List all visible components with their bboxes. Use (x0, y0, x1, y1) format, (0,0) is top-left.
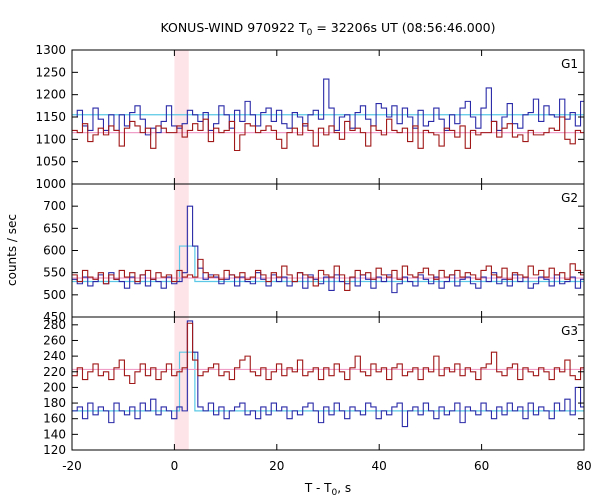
light-curve-red (72, 258, 584, 291)
panel-g2: 450 500 550 600 650 700 G2 (43, 183, 585, 324)
y-tick-label: 1200 (35, 88, 66, 102)
y-tick-label: 280 (43, 318, 66, 332)
panel-frame (71, 183, 585, 318)
y-tick-label: 1150 (35, 110, 66, 124)
y-tick-label: 600 (43, 244, 66, 258)
light-curve-blue (72, 78, 584, 136)
y-tick-label: 1000 (35, 177, 66, 191)
y-tick-label: 650 (43, 221, 66, 235)
x-tick-label: 20 (269, 459, 284, 473)
light-curve-blue (72, 205, 584, 294)
y-tick-label: 160 (43, 412, 66, 426)
x-tick-label: 80 (576, 459, 591, 473)
y-tick-label: 450 (43, 310, 66, 324)
fit-line-cyan (72, 351, 584, 412)
panel-frame (71, 316, 585, 451)
y-tick-label: 1100 (35, 132, 66, 146)
chart-title: KONUS-WIND 970922 T0 = 32206s UT (08:56:… (160, 20, 495, 38)
x-tick-label: -20 (62, 459, 82, 473)
x-axis-label: T - T0, s (304, 481, 351, 498)
light-curve-red (72, 322, 584, 385)
light-curve-panels: 1000105011001150120012501300G14505005506… (35, 43, 591, 473)
light-curve-red (72, 116, 584, 152)
y-tick-label: 200 (43, 380, 66, 394)
panel-plot-area (72, 320, 584, 428)
y-tick-label: 500 (43, 288, 66, 302)
y-tick-label: 700 (43, 199, 66, 213)
y-tick-label: 1250 (35, 65, 66, 79)
panel-label: G2 (561, 191, 578, 205)
x-tick-label: 60 (474, 459, 489, 473)
y-tick-label: 120 (43, 443, 66, 457)
panel-g1: 1000 1050 1100 1150 1200 1250 1300 G1 (35, 43, 585, 191)
y-tick-label: 140 (43, 427, 66, 441)
y-tick-label: 1050 (35, 155, 66, 169)
y-axis-label: counts / sec (5, 214, 19, 286)
burst-highlight-band (174, 50, 189, 450)
y-tick-label: 550 (43, 266, 66, 280)
x-tick-label: 40 (372, 459, 387, 473)
panel-plot-area (72, 205, 584, 294)
y-tick-label: 240 (43, 349, 66, 363)
panel-plot-area (72, 78, 584, 152)
y-tick-label: 220 (43, 365, 66, 379)
y-tick-label: 1300 (35, 43, 66, 57)
x-tick-label: 0 (171, 459, 179, 473)
y-tick-label: 180 (43, 396, 66, 410)
light-curve-blue (72, 320, 584, 428)
y-tick-label: 260 (43, 333, 66, 347)
panel-label: G3 (561, 324, 578, 338)
panel-label: G1 (561, 57, 578, 71)
